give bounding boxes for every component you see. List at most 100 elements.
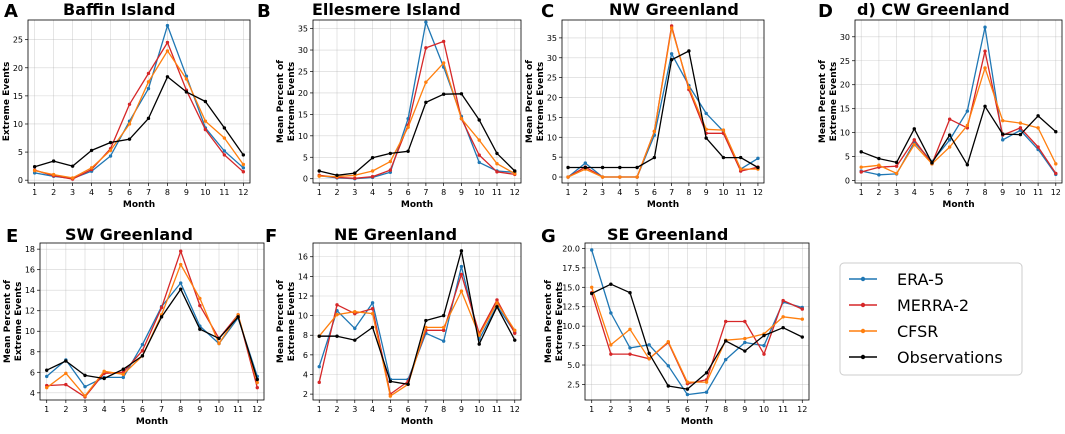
data-point (388, 394, 393, 398)
data-point (335, 173, 339, 177)
data-point (317, 169, 321, 173)
data-point (513, 328, 517, 333)
plot-frame (312, 242, 522, 401)
x-tick-label: 9 (184, 188, 189, 197)
panel-title: d) CW Greenland (857, 0, 1010, 19)
x-tick-label: 8 (686, 188, 691, 197)
y-tick-label: 25 (298, 67, 308, 76)
x-tick-label: 12 (238, 188, 248, 197)
data-point (1054, 171, 1058, 176)
data-point (424, 100, 428, 105)
data-point (743, 340, 747, 345)
data-point (635, 175, 639, 179)
data-point (241, 170, 246, 174)
y-axis-label: Extreme Events (555, 282, 565, 362)
y-tick-label: 12 (25, 307, 35, 316)
y-tick-label: 10 (298, 312, 308, 321)
y-tick-label: 15 (298, 110, 308, 119)
data-point (406, 149, 410, 153)
y-axis-label: Mean Percent of (3, 280, 13, 363)
data-point (222, 136, 227, 140)
panel-letter: C (541, 1, 554, 22)
data-point (424, 46, 428, 50)
data-point (965, 123, 970, 128)
data-point (800, 317, 804, 321)
x-tick-label: 2 (876, 188, 881, 197)
panel-g: 1 2 3 4 5 6 7 8 9 10 11 122.55.07.510.012.515.017.5… (541, 225, 810, 427)
y-tick-label: 15 (840, 105, 850, 114)
x-tick-label: 3 (70, 188, 75, 197)
x-tick-label: 9 (1000, 188, 1005, 197)
y-tick-label: 35 (298, 25, 308, 34)
data-point (424, 80, 428, 84)
series-line-era-5 (861, 26, 1057, 176)
data-point (590, 285, 594, 290)
data-point (51, 172, 56, 177)
data-point (370, 174, 375, 179)
y-tick-label: 8 (30, 348, 35, 357)
x-tick-label: 2 (51, 188, 56, 197)
series-line-merra-2 (567, 25, 759, 178)
y-tick-label: 20 (13, 64, 23, 73)
y-tick-label: 7.5 (567, 342, 580, 351)
data-point (590, 291, 594, 296)
data-point (756, 165, 760, 170)
plot-frame (39, 242, 265, 401)
data-point (781, 298, 785, 303)
series-line-era-5 (319, 21, 515, 180)
series-line-merra-2 (318, 273, 516, 395)
data-point (198, 303, 202, 308)
data-point (859, 150, 863, 154)
data-point (217, 341, 221, 346)
data-point (1001, 132, 1005, 136)
y-axis-label: Extreme Events (287, 282, 297, 362)
data-point (441, 92, 446, 96)
data-point (652, 155, 657, 160)
y-tick-label: 25 (840, 57, 850, 66)
y-tick-label: 10 (298, 132, 308, 141)
y-tick-label: 6 (303, 351, 308, 360)
data-point (669, 58, 674, 62)
data-point (83, 373, 87, 378)
data-point (179, 281, 183, 285)
data-point (217, 336, 221, 341)
series-line-cfsr (591, 287, 803, 383)
data-point (983, 66, 987, 70)
legend-item-era-5: ERA-5 (849, 270, 944, 289)
data-point (127, 137, 132, 141)
x-tick-label: 2 (334, 188, 339, 197)
data-point (203, 127, 208, 132)
plot-frame (27, 19, 251, 184)
y-tick-label: 17.5 (562, 264, 580, 273)
x-axis-label: Month (123, 200, 155, 210)
data-point (609, 282, 613, 286)
data-point (704, 136, 708, 140)
x-tick-label: 12 (510, 188, 520, 197)
panel-title: Baffin Island (63, 0, 175, 19)
data-point (353, 338, 357, 342)
data-point (459, 92, 464, 96)
x-tick-label: 12 (797, 405, 807, 414)
data-point (370, 169, 375, 173)
series-line-merra-2 (46, 250, 258, 398)
data-point (165, 23, 170, 28)
panel-letter: D (818, 1, 833, 22)
data-point (184, 77, 189, 81)
data-point (222, 149, 227, 153)
data-point (894, 164, 899, 168)
data-point (965, 163, 970, 167)
data-point (165, 75, 170, 79)
data-point (424, 318, 428, 323)
x-tick-label: 4 (617, 188, 622, 197)
x-tick-label: 11 (736, 188, 746, 197)
y-tick-label: 12.5 (562, 303, 580, 312)
x-tick-label: 7 (423, 405, 428, 414)
series-line-merra-2 (591, 292, 803, 385)
data-point (441, 339, 446, 343)
data-point (146, 86, 151, 91)
data-point (800, 307, 804, 311)
data-point (566, 175, 570, 179)
x-tick-label: 7 (146, 188, 151, 197)
